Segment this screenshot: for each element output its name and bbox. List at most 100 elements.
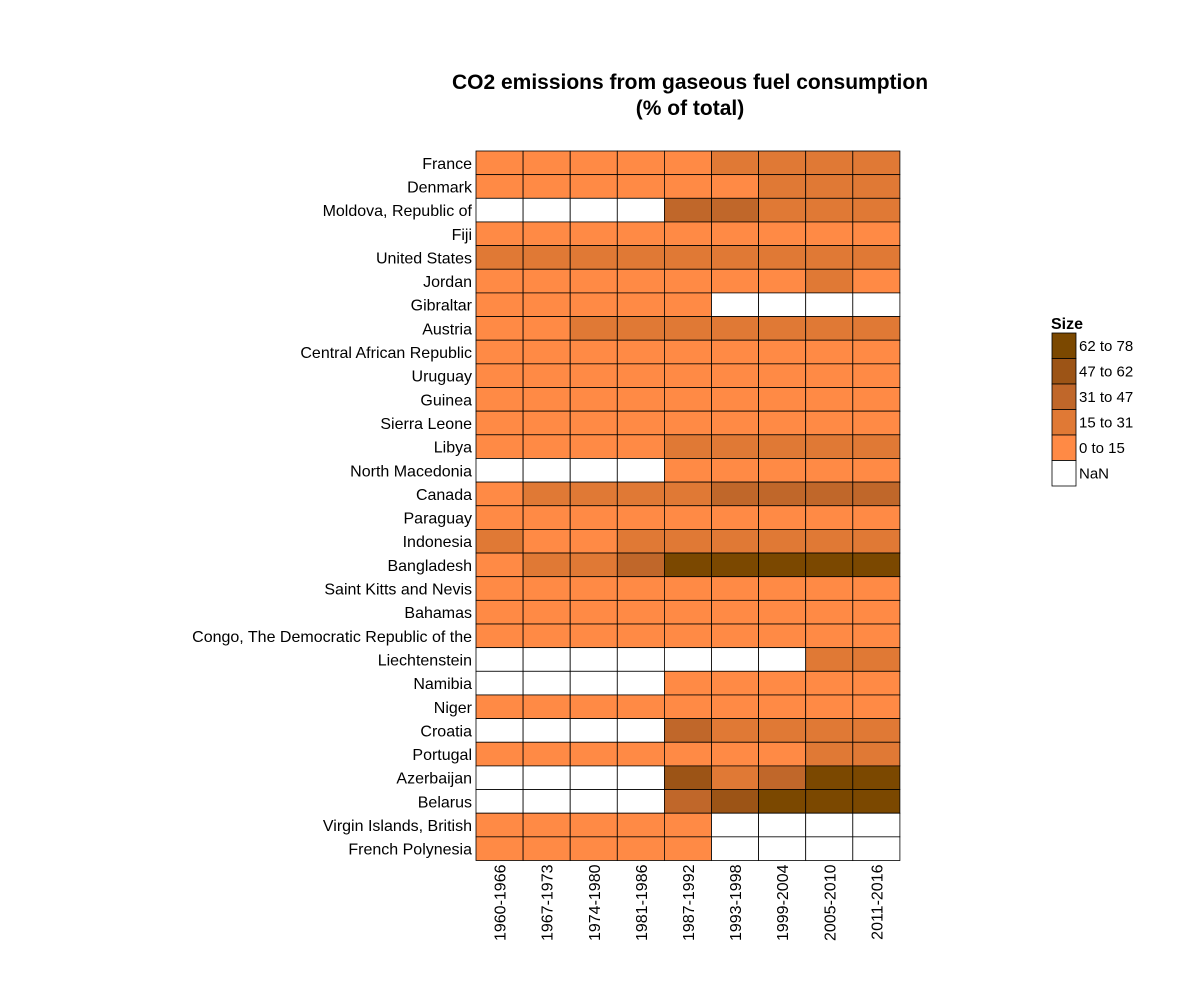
heatmap-cell	[852, 789, 901, 814]
y-tick-label: French Polynesia	[348, 842, 472, 859]
heatmap-cell	[711, 245, 759, 270]
heatmap-cell	[758, 812, 807, 838]
heatmap-cell	[522, 836, 571, 861]
heatmap-cell	[522, 623, 571, 649]
heatmap-cell	[758, 197, 807, 223]
heatmap-cell	[475, 150, 524, 176]
heatmap-cell	[758, 789, 807, 814]
heatmap-cell	[616, 292, 665, 317]
heatmap-cell	[475, 836, 524, 861]
heatmap-cell	[616, 765, 665, 790]
legend-label: 62 to 78	[1079, 338, 1133, 355]
heatmap-cell	[475, 694, 524, 720]
heatmap-cell	[522, 576, 571, 601]
y-tick-label: North Macedonia	[350, 463, 472, 480]
legend: Size 62 to 78 47 to 62 31 to 47 15 to 31 0 t…	[1051, 316, 1133, 487]
legend-swatch	[1051, 383, 1077, 410]
heatmap-cell	[711, 150, 759, 176]
legend-swatch	[1051, 332, 1077, 359]
heatmap-cell	[805, 694, 854, 720]
heatmap-cell	[475, 529, 524, 554]
heatmap-cell	[569, 387, 618, 412]
heatmap-cell	[475, 718, 524, 743]
y-tick-label: Portugal	[412, 747, 472, 764]
heatmap-cell	[522, 387, 571, 412]
heatmap-cell	[758, 174, 807, 199]
heatmap-cell	[569, 718, 618, 743]
heatmap-cell	[664, 789, 712, 814]
heatmap-cell	[758, 623, 807, 649]
y-tick-label: Libya	[434, 440, 472, 457]
heatmap-cell	[758, 718, 807, 743]
heatmap-cell	[569, 505, 618, 530]
heatmap-cell	[616, 434, 665, 459]
y-tick-label: Belarus	[418, 794, 472, 811]
heatmap-cell	[805, 576, 854, 601]
heatmap-cell	[522, 197, 571, 223]
heatmap-cell	[711, 174, 759, 199]
heatmap-cell	[475, 552, 524, 578]
heatmap-cell	[758, 268, 807, 294]
heatmap-cell	[852, 387, 901, 412]
heatmap-cell	[616, 599, 665, 625]
heatmap-cell	[664, 458, 712, 483]
heatmap-cell	[522, 363, 571, 388]
heatmap-cell	[805, 150, 854, 176]
x-tick-label: 1967-1973	[540, 864, 557, 941]
heatmap-cell	[569, 197, 618, 223]
heatmap-cell	[475, 765, 524, 790]
heatmap-cell	[758, 529, 807, 554]
heatmap-cell	[805, 765, 854, 790]
heatmap-cell	[616, 150, 665, 176]
heatmap-cell	[616, 670, 665, 696]
x-axis-labels: 1960-1966 1967-1973 1974-1980 1981-1986 1987…	[493, 864, 887, 941]
heatmap-cell	[569, 741, 618, 767]
heatmap-cell	[569, 599, 618, 625]
heatmap-cell	[758, 221, 807, 246]
y-tick-label: Denmark	[407, 179, 473, 196]
heatmap-cell	[475, 363, 524, 388]
heatmap-cell	[758, 765, 807, 790]
heatmap-cell	[616, 387, 665, 412]
heatmap-cell	[522, 647, 571, 672]
heatmap-cell	[852, 458, 901, 483]
heatmap-cell	[711, 268, 759, 294]
heatmap-cell	[711, 694, 759, 720]
y-tick-label: Namibia	[413, 676, 472, 693]
heatmap-cell	[711, 599, 759, 625]
heatmap-cell	[852, 245, 901, 270]
heatmap-cell	[664, 765, 712, 790]
heatmap-cell	[616, 836, 665, 861]
heatmap-cell	[711, 292, 759, 317]
chart-title: CO2 emissions from gaseous fuel consumpt…	[452, 71, 928, 94]
heatmap-cell	[475, 741, 524, 767]
y-tick-label: Uruguay	[412, 369, 472, 386]
heatmap-cell	[522, 150, 571, 176]
heatmap-cell	[664, 623, 712, 649]
heatmap-cell	[711, 410, 759, 436]
heatmap-cell	[805, 741, 854, 767]
heatmap-cell	[852, 150, 901, 176]
heatmap-cell	[569, 576, 618, 601]
heatmap-cell	[616, 268, 665, 294]
heatmap-cell	[758, 694, 807, 720]
heatmap-cell	[569, 765, 618, 790]
heatmap-cell	[569, 481, 618, 507]
heatmap-cell	[852, 339, 901, 365]
heatmap-cell	[475, 505, 524, 530]
heatmap-cell	[569, 812, 618, 838]
heatmap-cell	[711, 836, 759, 861]
heatmap-cell	[805, 316, 854, 341]
y-tick-label: Moldova, Republic of	[323, 203, 473, 220]
heatmap-cell	[475, 410, 524, 436]
heatmap-cell	[664, 481, 712, 507]
heatmap-cell	[805, 812, 854, 838]
heatmap-cell	[852, 434, 901, 459]
heatmap-cell	[805, 789, 854, 814]
heatmap-cell	[664, 316, 712, 341]
chart-subtitle: (% of total)	[636, 97, 744, 120]
heatmap-cell	[805, 552, 854, 578]
heatmap-cell	[569, 292, 618, 317]
heatmap-cell	[758, 292, 807, 317]
